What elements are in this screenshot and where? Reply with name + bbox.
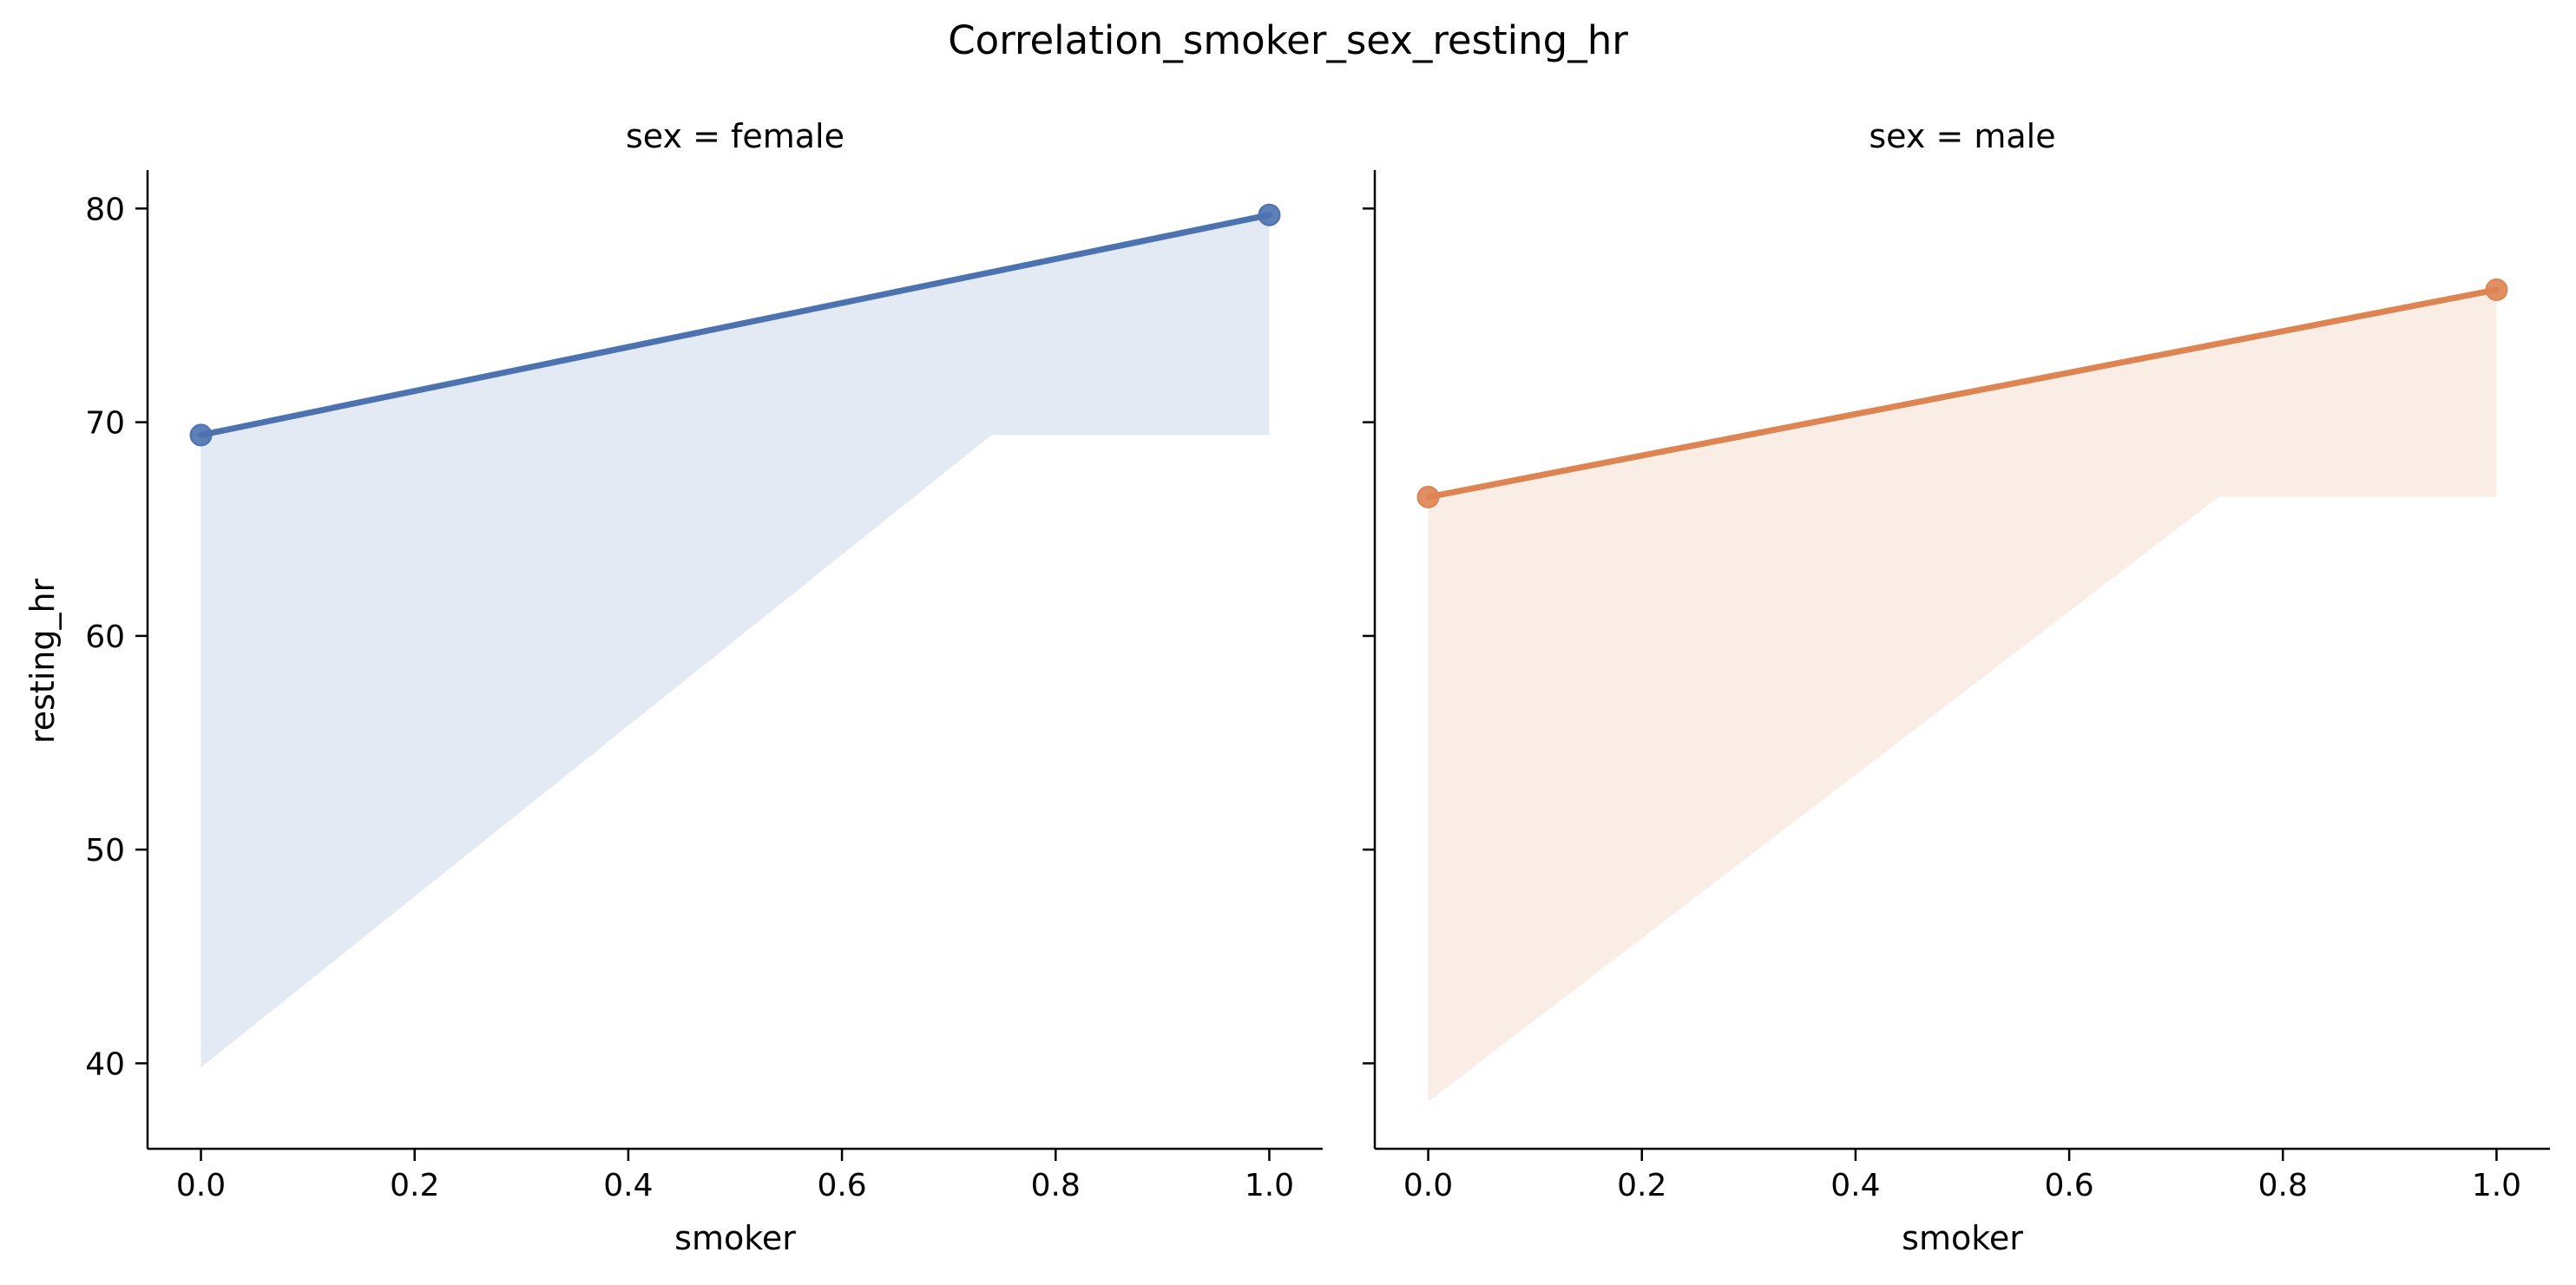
x-tick-label: 0.2 bbox=[1617, 1168, 1666, 1203]
x-axis-label: smoker bbox=[1902, 1219, 2023, 1257]
x-tick-label: 1.0 bbox=[2472, 1168, 2521, 1203]
panel-2: 0.0 0.2 0.4 0.6 0.8 1.0 sex = male smoker bbox=[1363, 117, 2550, 1257]
x-tick-label: 0.4 bbox=[1830, 1168, 1880, 1203]
y-tick-label: 60 bbox=[85, 620, 125, 655]
x-tick-label: 0.6 bbox=[2044, 1168, 2093, 1203]
y-axis-label: resting_hr bbox=[23, 578, 62, 744]
y-tick-label: 70 bbox=[85, 406, 125, 442]
x-tick-label: 0.6 bbox=[817, 1168, 866, 1203]
y-tick-label: 50 bbox=[85, 833, 125, 869]
x-tick-label: 0.8 bbox=[1031, 1168, 1081, 1203]
data-point bbox=[1416, 485, 1440, 508]
x-tick-label: 1.0 bbox=[1245, 1168, 1294, 1203]
x-tick-label: 0.0 bbox=[1403, 1168, 1453, 1203]
panels: 0.0 0.2 0.4 0.6 0.8 1.0 40 50 60 70 80 sex = female… bbox=[85, 117, 2550, 1257]
series-line bbox=[198, 212, 1272, 438]
panel-title: sex = male bbox=[1869, 117, 2055, 155]
y-tick-label: 80 bbox=[85, 192, 125, 227]
x-tick-label: 0.4 bbox=[603, 1168, 653, 1203]
y-tick-label: 40 bbox=[85, 1046, 125, 1082]
panel-title: sex = female bbox=[626, 117, 844, 155]
chart-title: Correlation_smoker_sex_resting_hr bbox=[948, 17, 1628, 63]
x-tick-label: 0.8 bbox=[2258, 1168, 2308, 1203]
data-point bbox=[189, 423, 213, 447]
panel-1: 0.0 0.2 0.4 0.6 0.8 1.0 40 50 60 70 80 sex = female… bbox=[85, 117, 1323, 1257]
x-tick-label: 0.2 bbox=[390, 1168, 439, 1203]
data-point bbox=[1258, 203, 1281, 226]
x-tick-label: 0.0 bbox=[176, 1168, 226, 1203]
series-line bbox=[1425, 286, 2500, 501]
ci-band bbox=[1428, 289, 2497, 1102]
ci-band bbox=[200, 214, 1270, 1068]
data-point bbox=[2485, 278, 2508, 301]
x-axis-label: smoker bbox=[674, 1219, 796, 1257]
